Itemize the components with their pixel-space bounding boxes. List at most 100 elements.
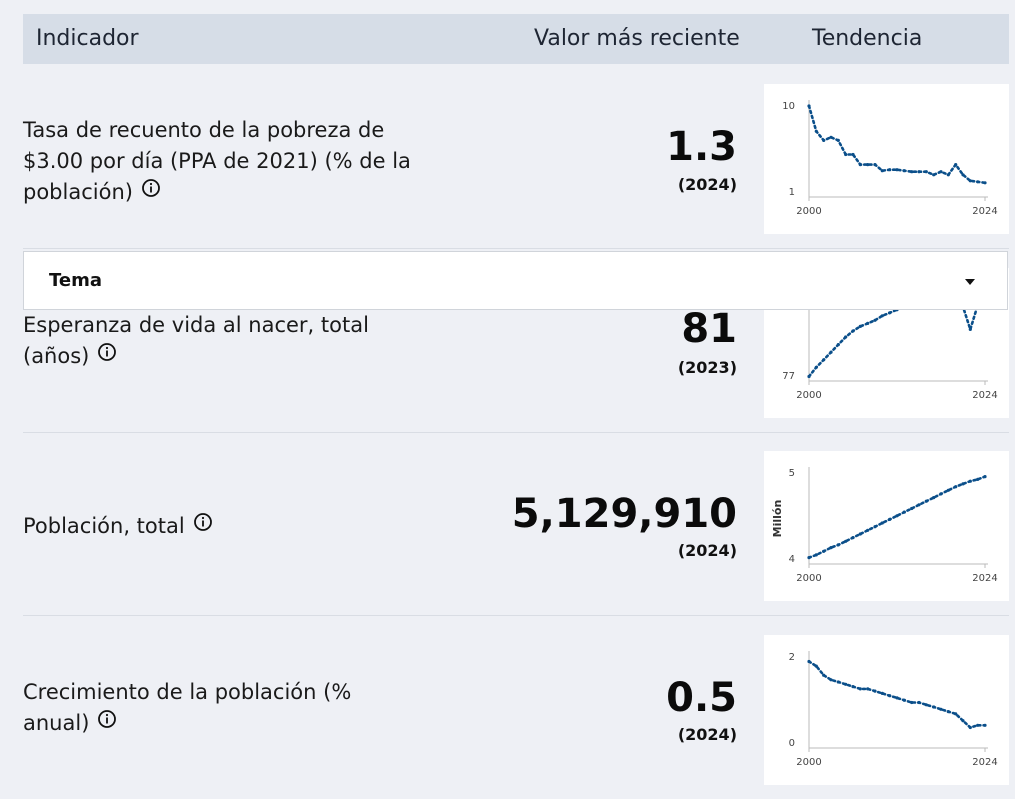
indicator-label-text[interactable]: Crecimiento de la población (% anual)	[23, 680, 352, 735]
data-point	[873, 163, 877, 167]
data-point	[814, 664, 818, 668]
data-point	[917, 700, 921, 705]
table-row: Tasa de recuento de la pobreza de $3.00 …	[23, 64, 1009, 249]
y-tick-label-top: 2	[789, 652, 795, 663]
data-point	[888, 694, 892, 698]
data-point	[822, 138, 826, 142]
x-tick-label-end: 2024	[972, 206, 997, 217]
data-point	[873, 525, 877, 529]
latest-year: (2024)	[677, 725, 737, 744]
latest-value: 5,129,910	[511, 491, 737, 537]
sparkline-svg: 2000 2024 5 4 Millón	[771, 467, 998, 584]
data-point	[858, 532, 862, 536]
data-point	[829, 546, 833, 550]
table-row: Crecimiento de la población (% anual) 0.…	[23, 615, 1009, 799]
info-icon[interactable]	[193, 510, 213, 541]
y-tick-label-bottom: 77	[782, 371, 795, 382]
trend-chart[interactable]: 2000 2024 2 0	[764, 635, 1009, 785]
data-point	[880, 169, 884, 173]
data-point	[851, 685, 855, 689]
data-point	[836, 343, 840, 347]
sparkline-svg: 2000 2024 2 0	[789, 651, 998, 768]
data-point	[932, 496, 936, 500]
data-point	[917, 503, 921, 507]
y-tick-label-top: 10	[782, 101, 795, 112]
data-point	[814, 365, 818, 369]
caret-down-icon[interactable]	[965, 279, 975, 285]
data-point	[983, 723, 987, 727]
data-point	[976, 180, 980, 184]
data-point	[807, 659, 811, 664]
indicator-label-text[interactable]: Tasa de recuento de la pobreza de $3.00 …	[23, 118, 411, 204]
latest-value: 0.5	[666, 675, 737, 721]
table-header: Indicador Valor más reciente Tendencia	[23, 14, 1009, 64]
data-point	[873, 318, 877, 322]
data-point	[807, 556, 811, 560]
info-icon[interactable]	[97, 340, 117, 371]
data-point	[961, 719, 965, 723]
data-point	[983, 181, 987, 185]
data-point	[946, 173, 950, 177]
x-tick-label-start: 2000	[796, 206, 821, 217]
data-point	[939, 707, 943, 711]
indicator-label[interactable]: Tasa de recuento de la pobreza de $3.00 …	[23, 115, 423, 209]
sparkline-svg: 2000 2024 10 1	[782, 100, 998, 217]
data-point	[954, 163, 958, 167]
data-point	[880, 521, 884, 525]
x-tick-label-end: 2024	[972, 390, 997, 401]
data-point	[976, 477, 980, 481]
data-point	[902, 510, 906, 514]
info-icon[interactable]	[97, 707, 117, 738]
data-point	[924, 703, 928, 707]
data-point	[844, 152, 848, 157]
data-point	[888, 517, 892, 521]
data-point	[968, 479, 972, 483]
x-tick-label-start: 2000	[796, 390, 821, 401]
topic-dropdown[interactable]: Tema	[23, 251, 1008, 310]
data-point	[851, 152, 855, 157]
data-point	[836, 543, 840, 547]
data-point	[866, 321, 870, 325]
table-row: Población, total 5,129,910 (2024) 2000 20…	[23, 431, 1009, 616]
latest-year: (2024)	[677, 541, 737, 560]
data-point	[939, 492, 943, 496]
x-tick-label-start: 2000	[796, 757, 821, 768]
data-point	[829, 678, 833, 682]
data-point	[902, 698, 906, 702]
data-point	[814, 553, 818, 557]
topic-dropdown-label: Tema	[49, 270, 102, 291]
x-tick-label-end: 2024	[972, 757, 997, 768]
data-point	[946, 488, 950, 492]
data-point	[895, 696, 899, 700]
y-tick-label-bottom: 4	[789, 554, 795, 565]
indicator-label-text[interactable]: Esperanza de vida al nacer, total (años)	[23, 313, 369, 368]
data-point	[976, 723, 980, 727]
data-point	[961, 173, 965, 177]
indicator-label[interactable]: Crecimiento de la población (% anual)	[23, 677, 423, 740]
data-point	[866, 163, 870, 167]
data-point	[932, 705, 936, 709]
data-point	[902, 169, 906, 173]
data-point	[910, 506, 914, 511]
data-point	[946, 710, 950, 714]
indicator-label[interactable]: Población, total	[23, 511, 423, 543]
latest-value: 1.3	[666, 124, 737, 170]
data-point	[932, 173, 936, 177]
data-point	[844, 682, 848, 686]
info-icon[interactable]	[141, 176, 161, 207]
data-point	[822, 673, 826, 677]
x-tick-label-end: 2024	[972, 573, 997, 584]
indicator-label-text[interactable]: Población, total	[23, 514, 185, 538]
x-tick-label-start: 2000	[796, 573, 821, 584]
latest-value: 81	[681, 306, 737, 352]
indicator-label[interactable]: Esperanza de vida al nacer, total (años)	[23, 310, 423, 373]
data-point	[939, 170, 943, 174]
data-point	[910, 170, 914, 174]
data-point	[880, 314, 884, 318]
trend-chart[interactable]: 2000 2024 10 1	[764, 84, 1009, 234]
data-point	[888, 311, 892, 315]
data-point	[814, 129, 818, 133]
data-point	[807, 374, 811, 379]
data-point	[866, 528, 870, 532]
trend-chart[interactable]: 2000 2024 5 4 Millón	[764, 451, 1009, 601]
